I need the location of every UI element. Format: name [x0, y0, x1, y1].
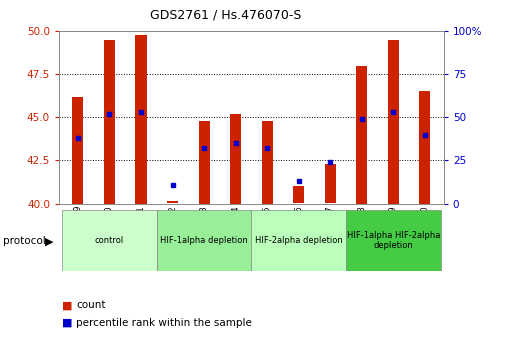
Bar: [104, 40, 115, 204]
Text: percentile rank within the sample: percentile rank within the sample: [76, 318, 252, 327]
Bar: [262, 121, 272, 204]
Bar: [419, 91, 430, 204]
Bar: [293, 186, 304, 203]
Bar: [167, 201, 178, 203]
Text: HIF-2alpha depletion: HIF-2alpha depletion: [255, 236, 343, 245]
Bar: [135, 34, 147, 204]
Bar: [230, 114, 241, 204]
Bar: [72, 97, 84, 204]
Text: ■: ■: [62, 318, 72, 327]
Text: ■: ■: [62, 300, 72, 310]
Bar: [356, 66, 367, 204]
Text: protocol: protocol: [3, 237, 45, 246]
Bar: [346, 210, 441, 271]
Bar: [251, 210, 346, 271]
Text: GDS2761 / Hs.476070-S: GDS2761 / Hs.476070-S: [150, 9, 302, 22]
Bar: [325, 164, 336, 203]
Bar: [388, 40, 399, 204]
Bar: [62, 210, 157, 271]
Text: ▶: ▶: [45, 237, 54, 246]
Text: HIF-1alpha depletion: HIF-1alpha depletion: [160, 236, 248, 245]
Text: count: count: [76, 300, 106, 310]
Bar: [157, 210, 251, 271]
Bar: [199, 121, 210, 204]
Text: HIF-1alpha HIF-2alpha
depletion: HIF-1alpha HIF-2alpha depletion: [347, 231, 440, 250]
Text: control: control: [95, 236, 124, 245]
